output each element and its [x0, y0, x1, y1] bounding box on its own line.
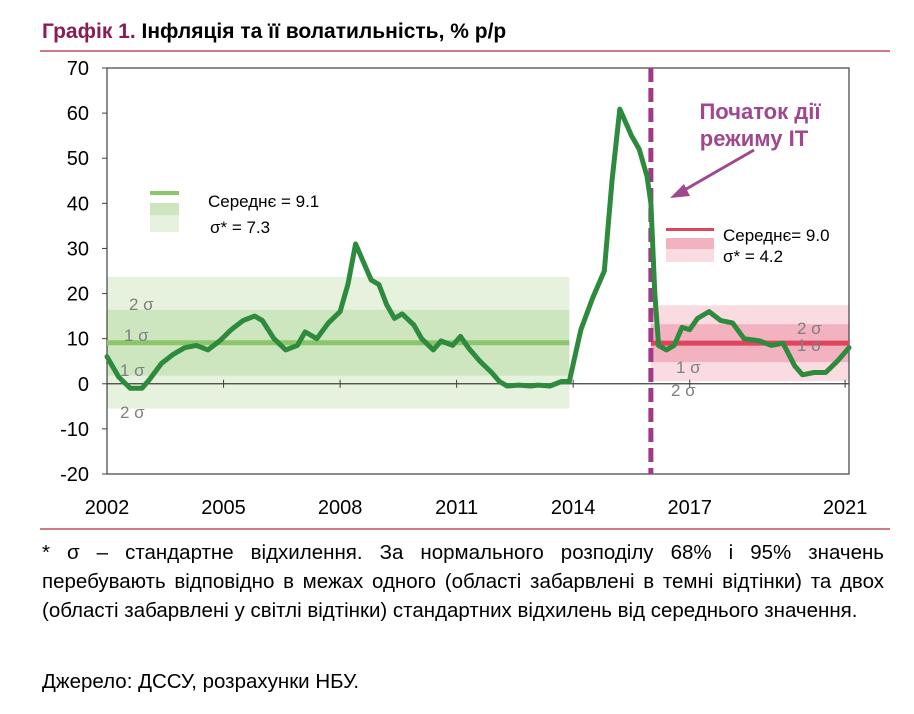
bottom-divider — [40, 528, 890, 530]
y-tick-label: 10 — [67, 329, 89, 351]
series-lines — [104, 68, 852, 474]
plot-frame — [106, 67, 850, 475]
sigma-label: 2 σ — [120, 403, 145, 422]
y-tick-label: 20 — [67, 284, 89, 306]
legend-mean-swatch — [150, 191, 179, 195]
annotation-line-1: Початок дії — [699, 99, 821, 124]
legend-mean-label: Середнє= 9.0 — [723, 226, 830, 245]
inflation-chart: -20 -10 0 10 20 30 40 50 60 70 2002 2005 2008 2011 201… — [60, 58, 867, 519]
annotation-arrow-head — [670, 184, 690, 198]
y-tick-label: 40 — [67, 193, 89, 215]
sigma-label: 2 σ — [671, 381, 696, 400]
x-tick-label: 2002 — [85, 497, 130, 519]
sigma-label: 2 σ — [129, 295, 154, 314]
legend-sigma-label: σ* = 7.3 — [210, 218, 270, 237]
footnote: * σ – стандартне відхилення. За нормальн… — [42, 541, 884, 622]
y-tick-label: -20 — [60, 464, 89, 486]
y-tick-label: 30 — [67, 238, 89, 260]
y-tick-label: 60 — [67, 103, 89, 125]
legend-mean-swatch — [666, 228, 714, 231]
legend-sigma-swatch — [666, 238, 714, 249]
chart-number: Графік 1. — [42, 20, 136, 43]
legend-sigma-swatch — [150, 215, 179, 232]
annotation-line-2: режиму ІТ — [700, 126, 809, 151]
sigma-label: 1 σ — [120, 361, 145, 380]
sigma-label: 1 σ — [124, 326, 149, 345]
annotation-arrow-shaft — [680, 148, 755, 194]
sigma-label: 2 σ — [797, 319, 822, 338]
y-tick-label: -10 — [60, 419, 89, 441]
top-divider — [40, 50, 890, 52]
y-tick-label: 0 — [78, 374, 89, 396]
x-tick-label: 2014 — [551, 497, 596, 519]
inflation-line — [104, 106, 852, 391]
x-tick-label: 2017 — [667, 497, 712, 519]
x-tick-label: 2021 — [823, 497, 868, 519]
x-tick-label: 2008 — [318, 497, 363, 519]
legend-mean-label: Середнє = 9.1 — [208, 192, 319, 211]
sigma-label: 1 σ — [797, 336, 822, 355]
x-tick-label: 2011 — [435, 497, 478, 519]
chart-title-text: Інфляція та її волатильність, % р/р — [141, 20, 507, 43]
legend-sigma-swatch — [666, 249, 714, 262]
x-tick-label: 2005 — [201, 497, 246, 519]
axes — [102, 67, 850, 475]
legend-sigma-label: σ* = 4.2 — [723, 247, 783, 266]
sigma-label: 1 σ — [676, 358, 701, 377]
legend-sigma-swatch — [150, 203, 179, 215]
chart-labels: -20 -10 0 10 20 30 40 50 60 70 2002 2005 2008 2011 201… — [60, 58, 867, 519]
y-tick-label: 50 — [67, 148, 89, 170]
y-tick-label: 70 — [67, 58, 89, 80]
source-note: Джерело: ДССУ, розрахунки НБУ. — [42, 670, 360, 693]
chart-title: Графік 1. Інфляція та її волатильність, … — [42, 20, 506, 44]
